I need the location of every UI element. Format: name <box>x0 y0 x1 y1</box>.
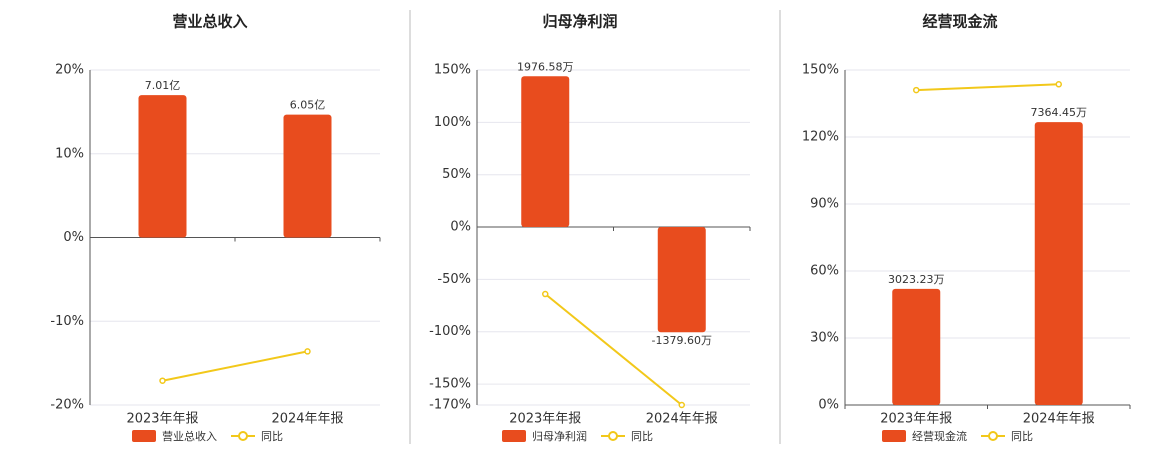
value-label: -1379.60万 <box>652 334 712 347</box>
legend-label: 营业总收入 <box>162 429 217 443</box>
legend-label: 同比 <box>1011 430 1033 443</box>
value-label: 6.05亿 <box>290 99 326 112</box>
y-tick-label: -50% <box>437 272 471 287</box>
line-marker <box>304 348 311 355</box>
y-tick-label: 150% <box>802 63 839 78</box>
legend-swatch <box>502 430 526 442</box>
y-tick-label: -170% <box>429 398 471 413</box>
line-marker <box>1055 81 1062 88</box>
value-label: 3023.23万 <box>888 273 945 286</box>
bar <box>892 288 941 405</box>
bar <box>283 114 332 238</box>
line-marker <box>542 290 549 298</box>
legend-label: 同比 <box>261 430 283 443</box>
legend-swatch <box>132 430 156 442</box>
legend-marker <box>608 431 618 441</box>
y-tick-label: 0% <box>450 220 471 235</box>
chart-title: 经营现金流 <box>922 13 997 31</box>
legend-marker <box>238 431 248 441</box>
bar <box>657 227 706 333</box>
legend-swatch <box>882 430 906 442</box>
x-tick-label: 2023年年报 <box>509 412 581 427</box>
line <box>544 293 683 406</box>
line <box>916 83 1059 92</box>
x-tick-label: 2023年年报 <box>126 412 198 427</box>
legend-marker <box>988 431 998 441</box>
x-tick-label: 2024年年报 <box>271 412 343 427</box>
bar <box>1034 122 1083 405</box>
bar <box>138 95 187 238</box>
y-tick-label: 120% <box>802 130 839 145</box>
legend-label: 归母净利润 <box>532 429 587 443</box>
x-tick-label: 2023年年报 <box>880 412 952 427</box>
line <box>162 350 308 382</box>
x-tick-label: 2024年年报 <box>646 412 718 427</box>
y-tick-label: -100% <box>429 324 471 339</box>
chart-title: 归母净利润 <box>542 13 617 31</box>
y-tick-label: 100% <box>434 115 471 130</box>
value-label: 1976.58万 <box>517 60 574 73</box>
y-tick-label: 20% <box>55 63 84 78</box>
y-tick-label: 30% <box>810 331 839 346</box>
line-marker <box>678 401 685 409</box>
y-tick-label: 90% <box>810 197 839 212</box>
y-tick-label: 50% <box>442 167 471 182</box>
y-tick-label: 0% <box>818 398 839 413</box>
chart-title: 营业总收入 <box>172 13 247 31</box>
line-marker <box>159 377 166 384</box>
x-tick-label: 2024年年报 <box>1023 412 1095 427</box>
line-marker <box>913 86 920 94</box>
y-tick-label: -150% <box>429 377 471 392</box>
y-tick-label: 10% <box>55 146 84 161</box>
y-tick-label: -10% <box>50 314 84 329</box>
legend-label: 经营现金流 <box>912 429 967 443</box>
y-tick-label: 0% <box>63 230 84 245</box>
legend-label: 同比 <box>631 430 653 443</box>
y-tick-label: -20% <box>50 398 84 413</box>
y-tick-label: 150% <box>434 63 471 78</box>
y-tick-label: 60% <box>810 264 839 279</box>
value-label: 7.01亿 <box>145 79 181 92</box>
bar <box>521 76 570 228</box>
value-label: 7364.45万 <box>1031 106 1088 119</box>
